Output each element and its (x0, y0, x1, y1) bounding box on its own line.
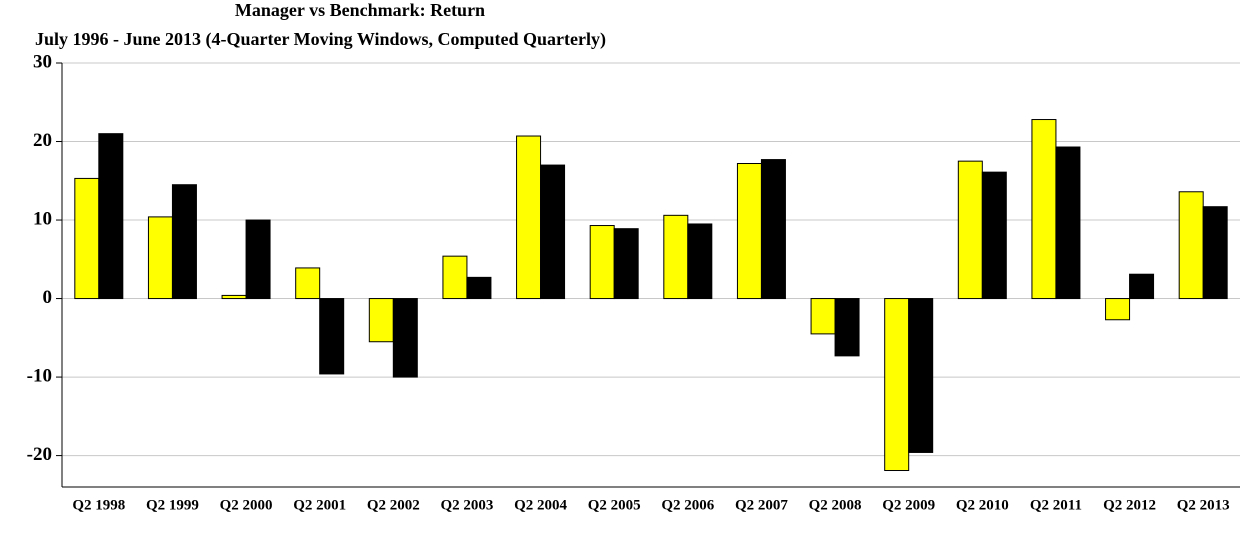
bar (221, 294, 247, 300)
x-tick-label: Q2 2006 (661, 497, 714, 513)
chart-title: Manager vs Benchmark: Return (235, 0, 485, 20)
x-tick-label: Q2 2008 (809, 497, 862, 513)
bar (1178, 191, 1204, 300)
bar (516, 135, 542, 300)
y-tick-label: -20 (27, 444, 52, 465)
x-tick-label: Q2 2010 (956, 497, 1009, 513)
bar (663, 214, 689, 300)
x-tick-label: Q2 2011 (1030, 497, 1082, 513)
y-tick-label: 30 (33, 51, 52, 72)
bar (540, 164, 566, 300)
y-tick-label: 20 (33, 130, 52, 151)
bar (442, 255, 468, 300)
bar (908, 298, 934, 453)
bar (1031, 119, 1057, 300)
bar (1129, 273, 1155, 300)
bar (687, 223, 713, 300)
bar (589, 225, 615, 300)
bar (1105, 298, 1131, 321)
bar (295, 267, 321, 300)
bar (760, 159, 786, 300)
bar (245, 219, 271, 300)
x-tick-label: Q2 2005 (588, 497, 641, 513)
bar (957, 160, 983, 300)
bar (613, 228, 639, 300)
bar (147, 216, 173, 300)
y-tick-label: 0 (43, 287, 53, 308)
bar (368, 298, 394, 343)
y-tick-label: 10 (33, 208, 52, 229)
bar (1055, 146, 1081, 300)
x-tick-label: Q2 2013 (1177, 497, 1230, 513)
bar (74, 177, 100, 300)
x-tick-label: Q2 2003 (440, 497, 493, 513)
x-tick-label: Q2 2002 (367, 497, 420, 513)
x-tick-label: Q2 2001 (293, 497, 346, 513)
bar (392, 298, 418, 378)
x-tick-label: Q2 1999 (146, 497, 199, 513)
chart-subtitle: July 1996 - June 2013 (4-Quarter Moving … (35, 29, 606, 50)
y-tick-label: -10 (27, 365, 52, 386)
x-tick-label: Q2 2000 (220, 497, 273, 513)
bar (736, 163, 762, 300)
x-tick-label: Q2 2012 (1103, 497, 1156, 513)
bar (466, 276, 492, 300)
bar (1202, 206, 1228, 300)
bar (319, 298, 345, 375)
bar (810, 298, 836, 335)
x-tick-label: Q2 2009 (882, 497, 935, 513)
bar (981, 171, 1007, 300)
x-tick-label: Q2 2004 (514, 497, 567, 513)
x-tick-label: Q2 2007 (735, 497, 788, 513)
bar (834, 298, 860, 357)
x-tick-label: Q2 1998 (72, 497, 125, 513)
bar (884, 298, 910, 472)
bar (98, 133, 124, 300)
bar (171, 184, 197, 300)
